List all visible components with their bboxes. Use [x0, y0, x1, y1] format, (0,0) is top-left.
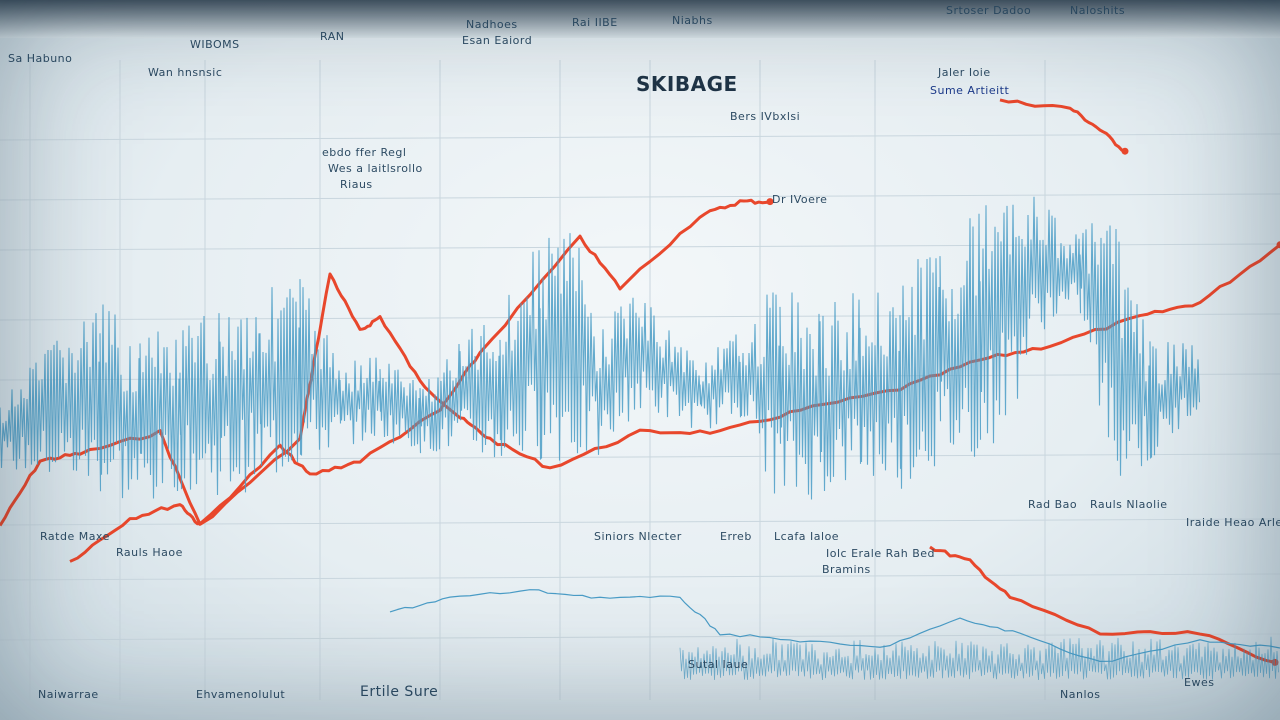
- annotation: Wes a laitlsrollo: [328, 162, 423, 175]
- red-line-series-0: [0, 243, 1280, 527]
- red-line-series-3: [929, 545, 1276, 664]
- header-label: Esan Eaiord: [462, 34, 533, 47]
- line-end-marker: [1276, 241, 1280, 249]
- red-line-series-2: [999, 98, 1126, 153]
- red-line-series-1: [69, 198, 771, 563]
- header-label: Wan hnsnsic: [148, 66, 223, 79]
- grid-line: [0, 133, 1280, 141]
- blue-line-series-5: [389, 589, 1280, 662]
- footer-label: Naiwarrae: [38, 688, 99, 701]
- header-label: Rai IIBE: [572, 16, 618, 29]
- grid-line: [0, 243, 1280, 251]
- grid-line: [0, 633, 1280, 641]
- line-end-marker: [1121, 147, 1129, 155]
- annotation: ebdo ffer Regl: [322, 146, 407, 159]
- bottom-blue-noise: [679, 636, 1279, 681]
- axis-label: Lcafa Ialoe: [774, 530, 840, 543]
- footer-label: Nanlos: [1060, 688, 1101, 701]
- axis-label: Bramins: [822, 563, 871, 576]
- header-label: Niabhs: [672, 14, 713, 27]
- grid-line: [0, 573, 1280, 581]
- screen-top-edge: [0, 0, 1280, 38]
- header-label: WIBOMS: [190, 38, 240, 51]
- axis-label: Iraide Heao Arle: [1186, 516, 1280, 529]
- legend-label: Sume Artieitt: [930, 84, 1010, 97]
- annotation: Riaus: [340, 178, 373, 191]
- header-label: Nadhoes: [466, 18, 518, 31]
- header-label: Sa Habuno: [8, 52, 73, 65]
- legend-label: Jaler Ioie: [938, 66, 991, 79]
- grid-line: [0, 193, 1280, 201]
- header-label: Srtoser Dadoo: [946, 4, 1032, 17]
- blue-band-series: [0, 196, 1201, 500]
- axis-label: Rauls Haoe: [116, 546, 183, 559]
- series-label: Dr IVoere: [772, 193, 828, 206]
- grid-line: [0, 518, 1280, 526]
- chart-title: SKIBAGE: [636, 72, 738, 96]
- grid-line: [0, 313, 1280, 321]
- axis-label: Siniors Nlecter: [594, 530, 682, 543]
- axis-label: Iolc Erale Rah Bed: [826, 547, 936, 560]
- axis-label: Ratde Maxe: [40, 530, 110, 543]
- axis-label: Rauls Nlaolie: [1090, 498, 1168, 511]
- axis-label: Rad Bao: [1028, 498, 1078, 511]
- footer-label: Sutal Iaue: [688, 658, 749, 671]
- footer-label: Ertile Sure: [360, 684, 439, 700]
- footer-label: Ewes: [1184, 676, 1215, 689]
- grid-line: [0, 453, 1280, 461]
- axis-label: Erreb: [720, 530, 752, 543]
- header-label: RAN: [320, 30, 345, 43]
- chart-subtitle: Bers IVbxlsi: [730, 110, 801, 123]
- footer-label: Ehvamenolulut: [196, 688, 286, 701]
- header-label: Naloshits: [1070, 4, 1126, 17]
- line-end-marker: [766, 198, 774, 206]
